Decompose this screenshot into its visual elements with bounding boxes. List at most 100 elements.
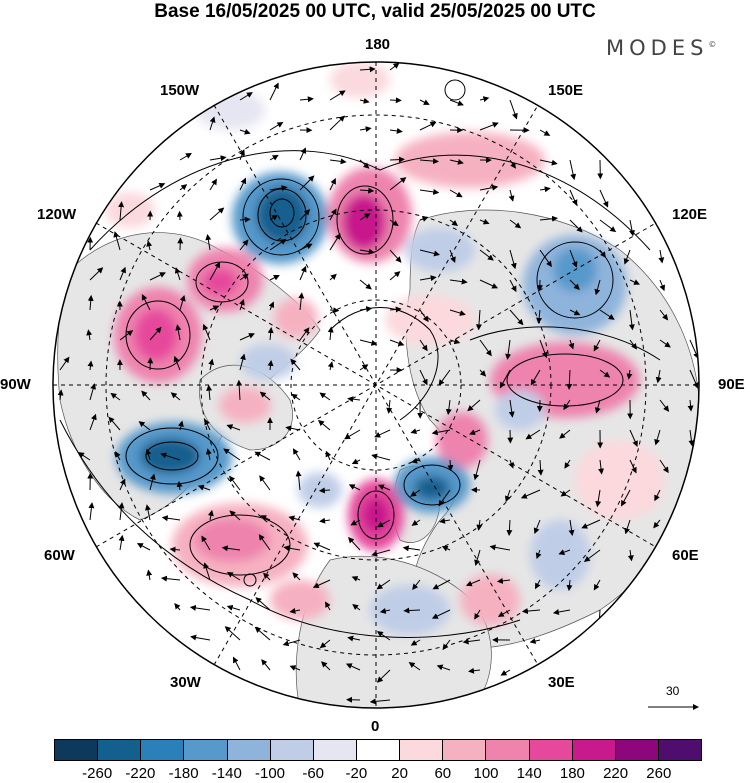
wind-arrow	[208, 358, 215, 371]
wind-arrow	[108, 416, 121, 431]
wind-arrow	[347, 635, 361, 642]
wind-arrow	[160, 452, 181, 461]
wind-arrow	[432, 579, 451, 590]
wind-arrow	[267, 327, 274, 341]
wind-arrow	[568, 519, 575, 537]
map-title: Base 16/05/2025 00 UTC, valid 25/05/2025…	[154, 1, 596, 22]
wind-arrow	[623, 249, 631, 265]
wind-arrow	[581, 519, 601, 529]
wind-arrow	[359, 97, 370, 104]
wind-arrow	[209, 178, 217, 191]
wind-arrow	[655, 369, 662, 384]
lon-label-90e: 90E	[718, 376, 745, 393]
colorbar-tick-label: -180	[168, 765, 199, 782]
wind-arrow	[141, 294, 151, 311]
wind-arrow	[438, 489, 451, 507]
wind-arrow	[359, 159, 370, 169]
wind-arrow	[569, 189, 578, 206]
wind-arrow	[509, 219, 522, 229]
wind-arrow	[263, 572, 271, 581]
wind-arrow	[179, 294, 186, 311]
colorbar-cell	[356, 740, 401, 760]
wind-arrow	[449, 99, 464, 106]
wind-arrow	[474, 549, 481, 566]
wind-arrow	[145, 448, 152, 461]
wind-arrow	[402, 545, 421, 552]
colorbar-tick-label: 100	[473, 765, 499, 782]
wind-arrow	[288, 515, 301, 522]
wind-arrow	[329, 158, 347, 165]
wind-arrow	[566, 369, 573, 390]
wind-arrow	[439, 517, 451, 524]
wind-arrow	[189, 604, 211, 611]
colorbar-tick-label: 60	[434, 765, 452, 782]
wind-arrow	[389, 219, 399, 227]
wind-arrow	[207, 509, 214, 521]
wind-arrow	[479, 279, 499, 289]
wind-arrow	[564, 459, 571, 469]
wind-arrow	[259, 475, 271, 491]
wind-arrow	[329, 233, 341, 251]
wind-arrow	[174, 267, 181, 281]
wind-arrow	[654, 489, 661, 502]
wind-arrow	[539, 129, 551, 136]
colorbar-tick-label: 20	[391, 765, 408, 782]
colorbar-tick-label: 260	[646, 765, 672, 782]
wind-arrow	[599, 219, 617, 233]
wind-arrow	[59, 356, 70, 371]
wind-arrow	[87, 294, 94, 311]
wind-arrow	[267, 359, 274, 371]
wind-arrow	[299, 147, 307, 161]
wind-arrow	[599, 309, 615, 320]
wind-arrow	[479, 122, 499, 131]
wind-arrow	[350, 519, 361, 526]
wind-arrow	[569, 249, 578, 268]
wind-arrow	[239, 149, 245, 161]
wind-arrow	[449, 309, 466, 316]
wind-arrow	[479, 184, 499, 191]
wind-arrow	[298, 292, 305, 311]
brand-name: MODES	[606, 36, 709, 60]
wind-arrow	[593, 339, 601, 352]
colorbar-cell	[572, 740, 616, 760]
wind-arrow	[319, 517, 331, 524]
colorbar-cell	[313, 740, 357, 760]
wind-arrow	[254, 626, 271, 641]
wind-arrow	[689, 339, 699, 359]
wind-arrow	[138, 421, 151, 431]
wind-arrow	[499, 369, 511, 389]
wind-arrow	[569, 159, 577, 181]
wind-arrow	[209, 207, 225, 221]
colorbar-tick-label: -140	[211, 765, 242, 782]
wind-arrow	[506, 519, 513, 537]
wind-arrow	[389, 306, 402, 313]
wind-arrow	[359, 364, 369, 371]
wind-arrow	[419, 99, 430, 105]
wind-arrow	[269, 121, 284, 131]
colorbar	[54, 739, 702, 761]
wind-arrow	[141, 390, 151, 401]
wind-arrow	[509, 99, 518, 120]
colorbar-tick-label: -100	[254, 765, 286, 782]
wind-arrow	[89, 267, 104, 281]
wind-arrow	[377, 484, 391, 491]
wind-arrow	[179, 184, 188, 191]
wind-arrow	[329, 178, 336, 191]
wind-arrow	[351, 576, 361, 582]
wind-arrow	[628, 309, 635, 331]
wind-arrow	[319, 639, 331, 649]
wind-arrow	[654, 429, 661, 446]
colorbar-cell	[658, 740, 702, 760]
wind-arrow	[269, 238, 287, 251]
wind-arrow	[629, 339, 638, 350]
wind-arrow	[436, 664, 451, 671]
wind-arrow	[659, 309, 669, 321]
wind-arrow	[509, 159, 516, 169]
wind-arrow	[473, 459, 481, 481]
wind-arrow	[146, 240, 153, 251]
wind-arrow	[389, 97, 402, 104]
wind-arrow	[239, 353, 246, 371]
wind-arrow	[419, 216, 429, 222]
wind-arrow	[599, 189, 609, 208]
colorbar-tick-label: -20	[345, 765, 368, 782]
